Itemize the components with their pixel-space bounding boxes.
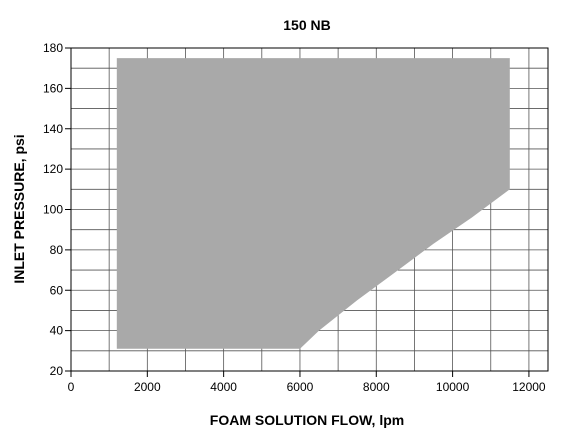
- x-tick-label: 10000: [436, 380, 470, 394]
- x-axis-ticks: 0 2000 4000 6000 8000 10000 12000: [68, 371, 546, 394]
- x-tick-label: 0: [68, 380, 75, 394]
- x-tick-label: 8000: [363, 380, 390, 394]
- y-axis-ticks: 20 40 60 80 100 120 140 160 180: [43, 41, 71, 378]
- x-tick-label: 12000: [512, 380, 546, 394]
- y-tick-label: 40: [50, 324, 64, 338]
- x-axis-label: FOAM SOLUTION FLOW, lpm: [210, 412, 404, 428]
- y-tick-label: 180: [43, 41, 63, 55]
- y-tick-label: 100: [43, 203, 63, 217]
- x-tick-label: 6000: [287, 380, 314, 394]
- x-tick-label: 2000: [134, 380, 161, 394]
- y-tick-label: 140: [43, 122, 63, 136]
- plot-area: [116, 58, 510, 349]
- operating-region: [116, 58, 510, 349]
- y-tick-label: 20: [50, 364, 64, 378]
- y-tick-label: 120: [43, 162, 63, 176]
- y-tick-label: 80: [50, 243, 64, 257]
- y-axis-label: INLET PRESSURE, psi: [11, 134, 27, 283]
- y-tick-label: 60: [50, 283, 64, 297]
- y-tick-label: 160: [43, 81, 63, 95]
- chart-title: 150 NB: [283, 17, 330, 33]
- x-tick-label: 4000: [210, 380, 237, 394]
